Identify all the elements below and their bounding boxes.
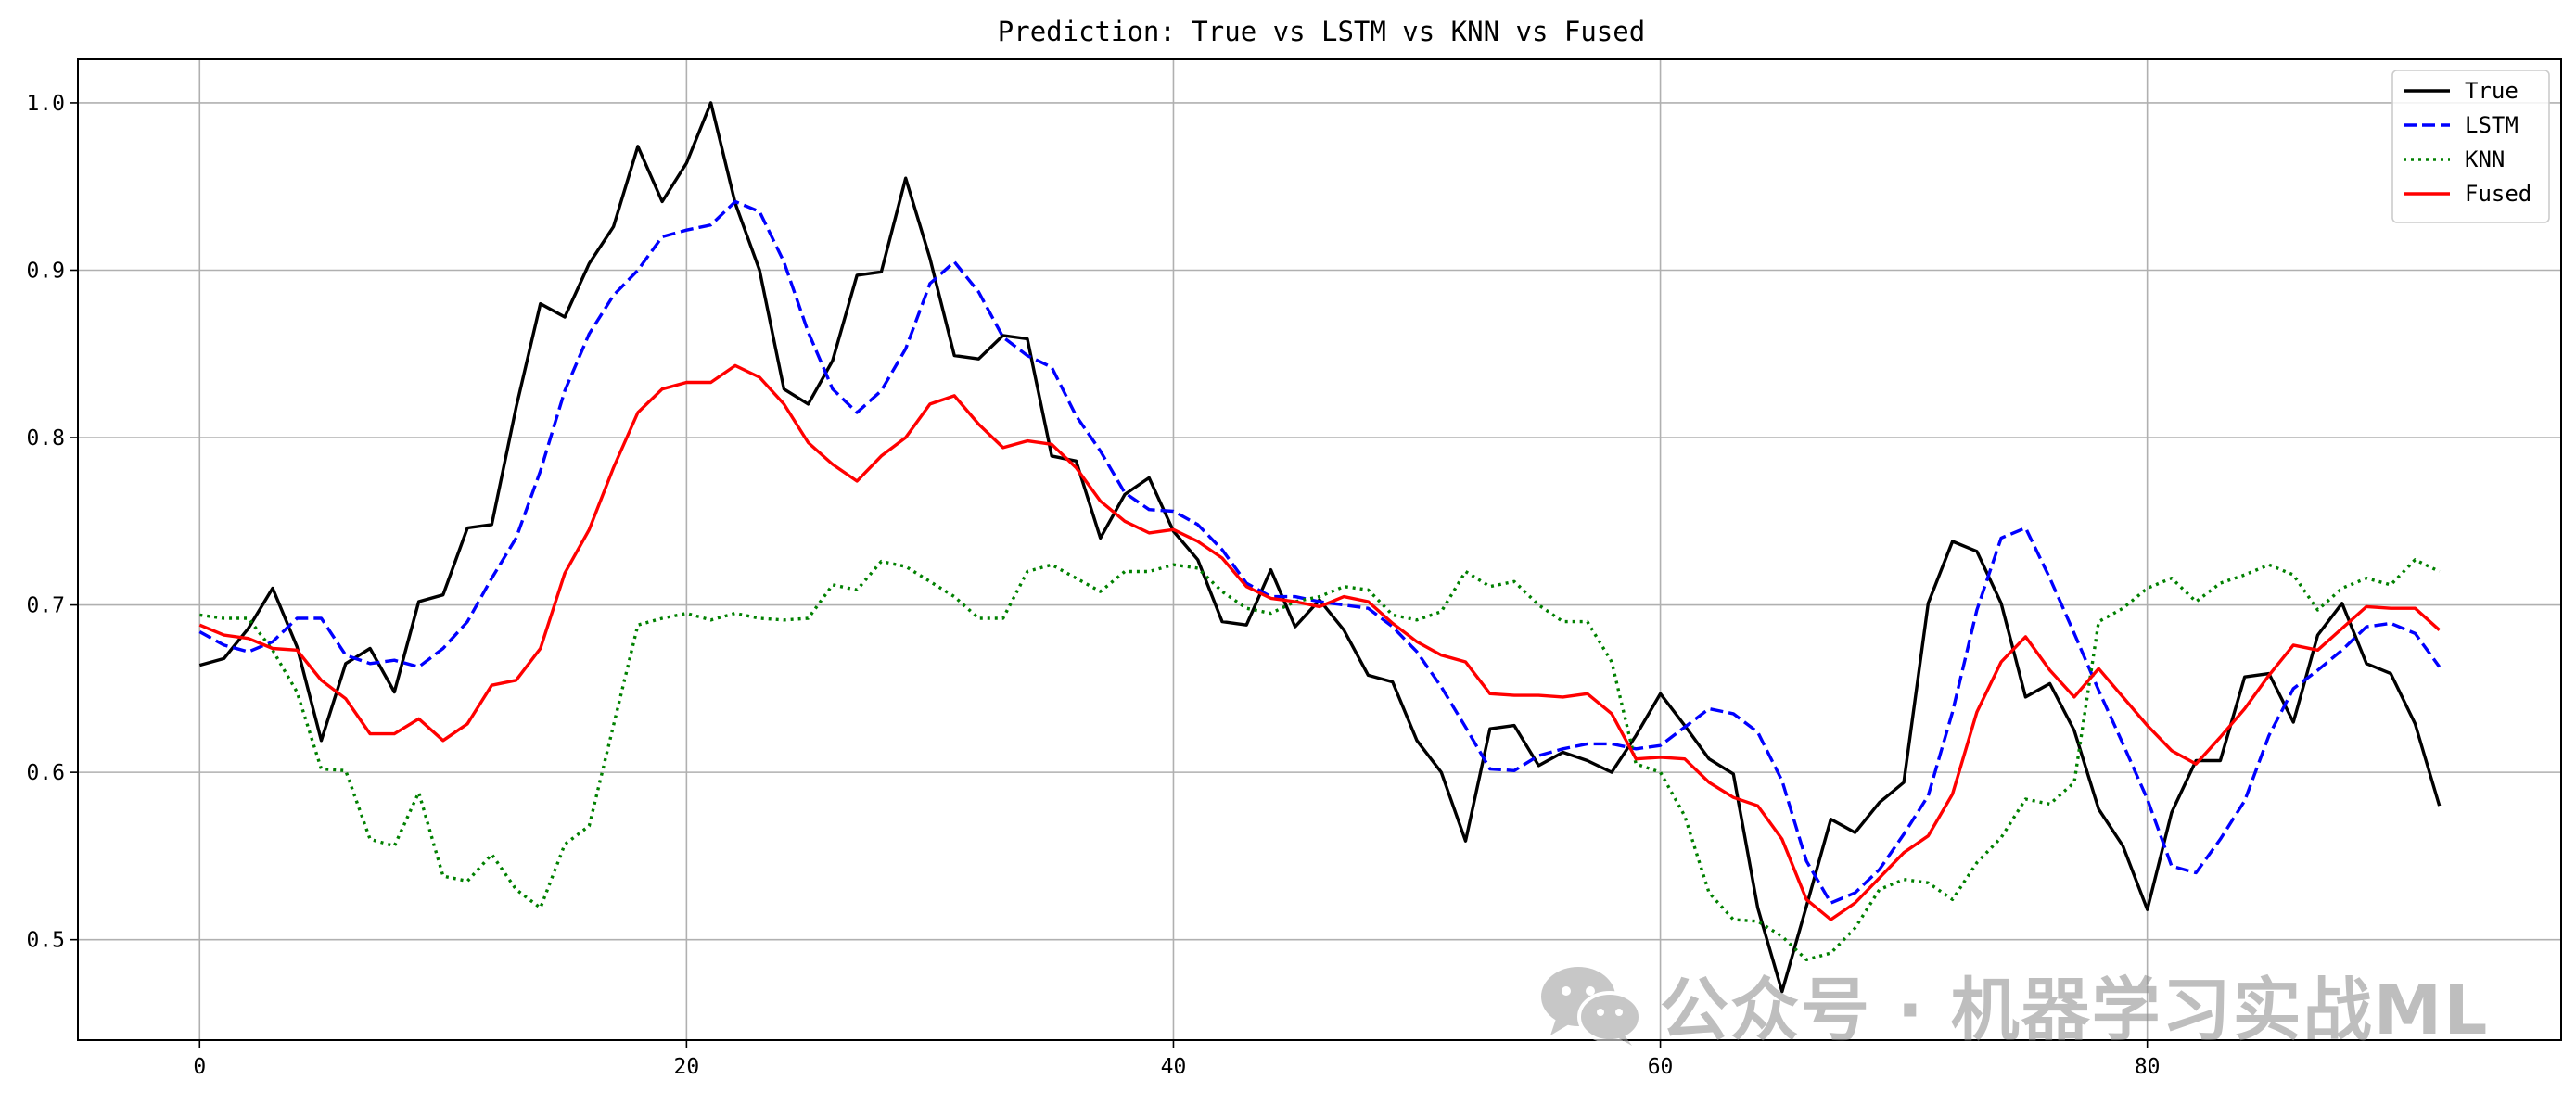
chart-title: Prediction: True vs LSTM vs KNN vs Fused <box>998 16 1645 47</box>
y-tick-label: 0.6 <box>26 761 65 785</box>
legend-label-true: True <box>2465 78 2519 104</box>
wechat-icon <box>1541 966 1642 1046</box>
axis-ticks: 0 20 40 60 80 0.5 0.6 0.7 0.8 0.9 1.0 <box>26 92 2160 1079</box>
y-tick-label: 0.9 <box>26 259 65 283</box>
plot-frame <box>77 58 2562 1041</box>
series-layer <box>198 101 2442 994</box>
y-tick-label: 0.7 <box>26 594 65 618</box>
watermark-text: 公众号 · 机器学习实战ML <box>1660 971 2490 1050</box>
x-tick-label: 0 <box>193 1055 206 1079</box>
y-tick-label: 0.8 <box>26 426 65 451</box>
x-tick-label: 40 <box>1161 1055 1187 1079</box>
series-line-true <box>198 101 2442 994</box>
x-tick-label: 60 <box>1648 1055 1674 1079</box>
y-tick-label: 0.5 <box>26 929 65 953</box>
series-line-lstm <box>198 199 2442 905</box>
x-tick-label: 20 <box>674 1055 700 1079</box>
legend-label-knn: KNN <box>2465 146 2505 172</box>
y-tick-label: 1.0 <box>26 92 65 116</box>
grid-lines <box>78 59 2561 1040</box>
series-line-fused <box>198 363 2441 921</box>
legend: True LSTM KNN Fused <box>2391 70 2550 223</box>
watermark: 公众号 · 机器学习实战ML <box>1539 955 2489 1054</box>
legend-label-fused: Fused <box>2465 181 2531 207</box>
series-line-knn <box>199 558 2441 962</box>
x-tick-label: 80 <box>2135 1055 2161 1079</box>
legend-box <box>2391 70 2550 223</box>
legend-label-lstm: LSTM <box>2465 112 2519 138</box>
